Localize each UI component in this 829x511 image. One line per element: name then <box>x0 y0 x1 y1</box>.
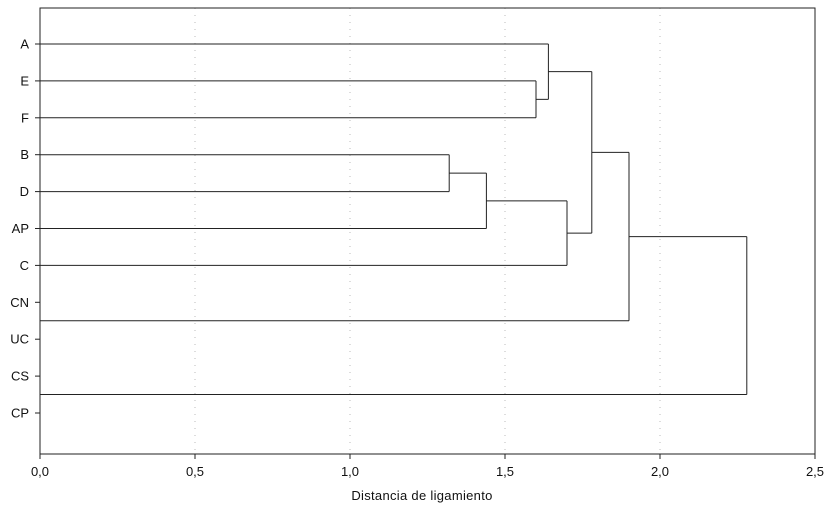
grid-lines <box>194 8 661 454</box>
x-tick-label: 1,5 <box>496 464 514 479</box>
leaf-label: C <box>20 258 29 273</box>
x-tick-label: 0,0 <box>31 464 49 479</box>
x-tick-label: 2,0 <box>651 464 669 479</box>
leaf-label: UC <box>10 332 29 347</box>
dendrogram-branches <box>40 43 748 396</box>
leaf-label: D <box>20 184 29 199</box>
plot-frame <box>39 7 816 455</box>
leaf-label: CP <box>11 406 29 421</box>
x-axis-title: Distancia de ligamiento <box>351 488 492 503</box>
x-tick-label: 1,0 <box>341 464 359 479</box>
x-tick-label: 2,5 <box>806 464 824 479</box>
x-tick-label: 0,5 <box>186 464 204 479</box>
leaf-label: AP <box>12 221 29 236</box>
leaf-labels: A E F B D AP C CN UC CS CP <box>10 37 29 421</box>
leaf-label: B <box>20 147 29 162</box>
x-axis-ticks: 0,0 0,5 1,0 1,5 2,0 2,5 <box>31 43 824 479</box>
leaf-label: E <box>20 73 29 88</box>
leaf-label: CN <box>10 295 29 310</box>
leaf-label: A <box>20 37 29 52</box>
leaf-label: F <box>21 110 29 125</box>
leaf-label: CS <box>11 369 29 384</box>
